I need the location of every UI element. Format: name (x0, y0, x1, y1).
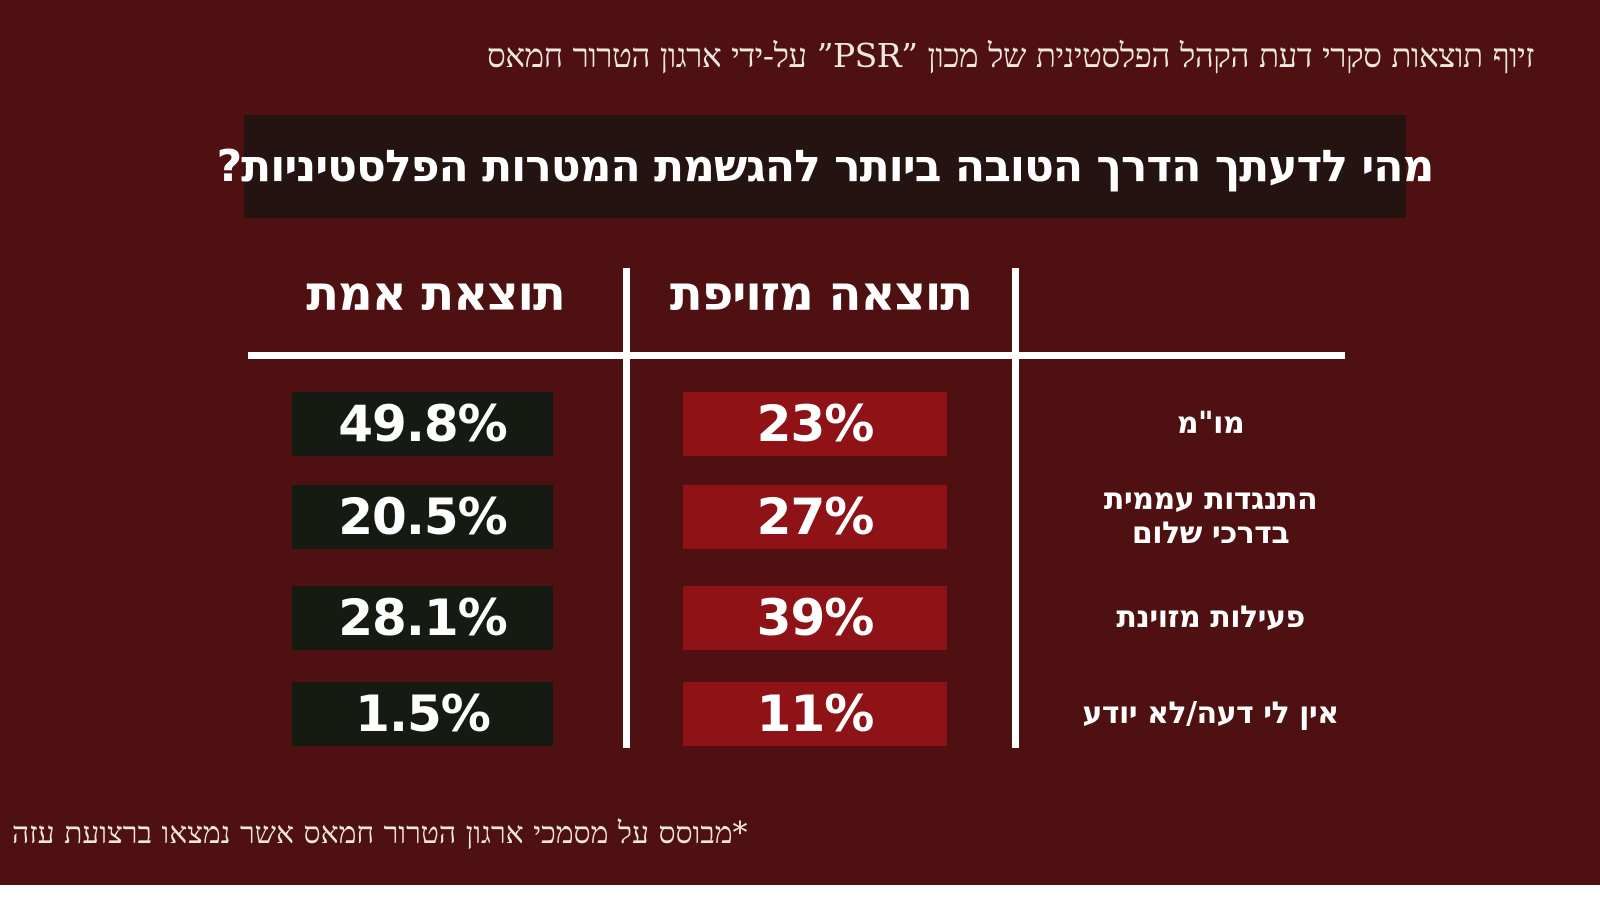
true-result-value: 28.1% (292, 586, 553, 650)
column-header-fake-result: תוצאה מזויפת (669, 266, 973, 322)
fake-result-value: 23% (683, 392, 947, 456)
row-label: אין לי דעה/לא יודע (1082, 696, 1339, 731)
row-label: פעילות מזוינת (1116, 600, 1305, 635)
table-row: 20.5% 27% התנגדות עממית בדרכי שלום (0, 482, 1600, 551)
table-row: 1.5% 11% אין לי דעה/לא יודע (0, 682, 1600, 746)
true-result-value: 20.5% (292, 485, 553, 549)
question-text: מהי לדעתך הדרך הטובה ביותר להגשמת המטרות… (216, 141, 1435, 192)
fake-result-value: 39% (683, 586, 947, 650)
question-banner: מהי לדעתך הדרך הטובה ביותר להגשמת המטרות… (217, 115, 1434, 218)
divider-horizontal (248, 352, 1345, 359)
true-result-value: 1.5% (292, 682, 553, 746)
fake-result-value: 11% (683, 682, 947, 746)
bottom-strip (0, 885, 1600, 900)
page-title: זיוף תוצאות סקרי דעת הקהל הפלסטינית של מ… (486, 36, 1535, 75)
fake-result-value: 27% (683, 485, 947, 549)
table-row: 49.8% 23% מו"מ (0, 392, 1600, 456)
divider-vertical-left (623, 268, 630, 748)
column-header-true-result: תוצאת אמת (306, 266, 566, 322)
divider-vertical-right (1012, 268, 1019, 748)
row-label: מו"מ (1176, 406, 1245, 441)
footnote: *מבוסס על מסמכי ארגון הטרור חמאס אשר נמצ… (12, 816, 748, 851)
true-result-value: 49.8% (292, 392, 553, 456)
table-row: 28.1% 39% פעילות מזוינת (0, 586, 1600, 650)
row-label: התנגדות עממית בדרכי שלום (1103, 482, 1318, 551)
